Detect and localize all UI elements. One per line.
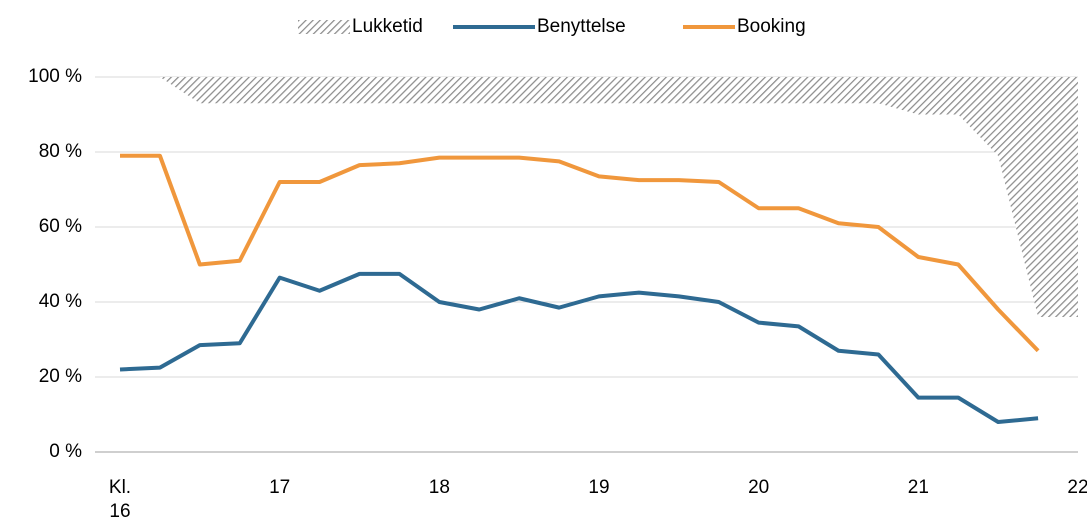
legend-label: Benyttelse xyxy=(537,16,626,37)
y-tick-label: 0 % xyxy=(49,441,82,462)
x-tick-label: 22 xyxy=(1067,477,1087,498)
y-tick-label: 100 % xyxy=(28,66,82,87)
y-tick-label: 80 % xyxy=(39,141,82,162)
x-tick-label: 17 xyxy=(269,477,291,498)
y-tick-label: 60 % xyxy=(39,216,82,237)
line xyxy=(119,271,1039,424)
x-tick-label: 19 xyxy=(588,477,610,498)
legend-label: Booking xyxy=(737,16,806,37)
line xyxy=(120,153,1040,353)
x-tick-label: 18 xyxy=(428,477,450,498)
legend-swatch xyxy=(298,20,350,34)
y-tick-label: 20 % xyxy=(39,366,82,387)
x-tick-label: Kl. 16 xyxy=(108,477,132,522)
area xyxy=(120,77,1078,317)
x-tick-label: 20 xyxy=(748,477,770,498)
legend-label: Lukketid xyxy=(352,16,423,37)
x-tick-label: 21 xyxy=(907,477,929,498)
y-tick-label: 40 % xyxy=(39,291,82,312)
